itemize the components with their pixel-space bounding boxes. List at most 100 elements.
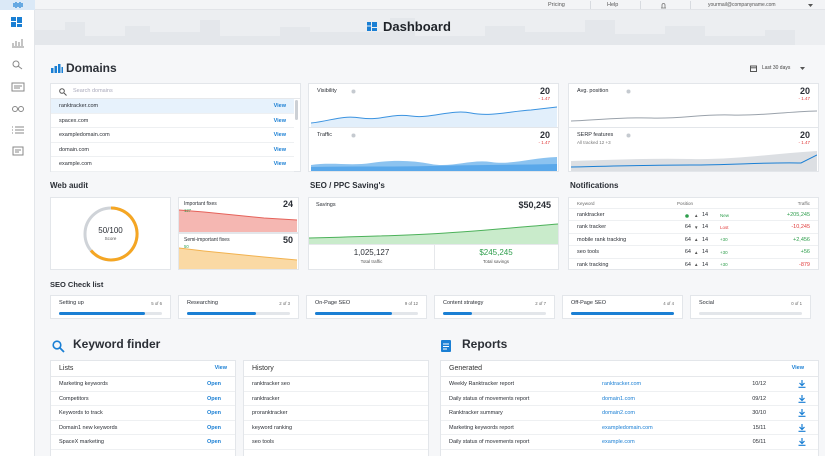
domain-name[interactable]: ranktracker.com (59, 103, 99, 109)
reports-icon (441, 340, 451, 352)
nav-icon[interactable] (11, 82, 25, 92)
report-domain[interactable]: domain2.com (602, 410, 636, 416)
checklist-progress: 0 of 1 (791, 301, 802, 306)
progress-track (187, 312, 290, 315)
notification-row: seo tools 64 ▲ 14 +30 +56 (569, 245, 818, 257)
position-status: +30 (720, 237, 728, 243)
view-link[interactable]: View (791, 365, 804, 371)
skyline (35, 18, 795, 45)
position-status: +30 (720, 262, 728, 268)
history-row: proranktracker (244, 406, 428, 421)
nav-icon[interactable] (11, 103, 25, 113)
period-select[interactable]: Last 30 days (762, 65, 791, 71)
checklist-card[interactable]: Social 0 of 1 (690, 295, 811, 319)
nav-icon[interactable] (11, 60, 25, 70)
history-item[interactable]: seo tools (252, 439, 275, 445)
open-link[interactable]: Open (206, 410, 221, 416)
nav-icon[interactable] (11, 125, 25, 135)
report-domain[interactable]: ranktracker.com (602, 381, 642, 387)
download-icon[interactable] (798, 394, 806, 403)
topbar-email[interactable]: yourmail@companyname.com (708, 2, 776, 8)
view-link[interactable]: View (273, 146, 286, 153)
checklist-name: Content strategy (443, 300, 484, 306)
domain-name[interactable]: domain.com (59, 146, 89, 153)
report-row: Daily status of movements report domain1.… (441, 392, 818, 406)
report-date: 05/11 (752, 439, 766, 445)
list-name[interactable]: Competitors (59, 395, 89, 402)
trend-arrow: ▲ (694, 237, 699, 243)
report-date: 30/10 (752, 410, 766, 416)
position-status: +30 (720, 249, 728, 255)
open-link[interactable]: Open (206, 381, 221, 387)
list-name[interactable]: SpaceX marketing (59, 439, 104, 445)
fixes-value: 50 (282, 235, 293, 245)
report-name: Daily status of movements report (449, 395, 530, 402)
download-icon[interactable] (798, 380, 806, 388)
metric-change: - 1.47 (538, 140, 550, 145)
keyword: seo tools (577, 249, 600, 256)
view-link[interactable]: View (273, 117, 286, 124)
checklist-name: Setting up (59, 300, 84, 306)
metric-value: 20 (539, 86, 550, 96)
score-gauge (83, 206, 139, 262)
current-position: 14 (702, 249, 709, 256)
download-icon[interactable] (798, 438, 806, 446)
report-domain[interactable]: exampledomain.com (602, 424, 653, 431)
topbar-link[interactable]: Pricing (548, 2, 565, 8)
divider (309, 244, 558, 245)
history-item[interactable]: proranktracker (252, 410, 288, 416)
history-item[interactable]: ranktracker (252, 395, 280, 402)
section-title: Reports (462, 337, 508, 351)
history-item[interactable]: keyword ranking (252, 424, 293, 431)
metric-card: Avg. position 20- 1.47 (568, 83, 819, 128)
checklist-card[interactable]: Off-Page SEO 4 of 4 (562, 295, 683, 319)
search-icon (59, 88, 67, 96)
checklist-card[interactable]: On-Page SEO 9 of 12 (306, 295, 427, 319)
scrollbar (295, 100, 298, 120)
position-status: New (720, 212, 730, 218)
total-savings: $245,245 (479, 248, 513, 257)
sparkline (571, 151, 817, 171)
progress-track (315, 312, 418, 315)
report-domain[interactable]: example.com (602, 439, 635, 445)
column-header: Traffic (797, 201, 810, 206)
total-traffic-label: Total traffic (360, 259, 383, 264)
domain-name[interactable]: exampledomain.com (59, 132, 110, 138)
topbar-link[interactable]: Help (607, 2, 619, 8)
checklist-card[interactable]: Setting up 5 of 6 (50, 295, 171, 319)
trend-arrow: ▲ (694, 262, 699, 268)
nav-dashboard[interactable] (11, 17, 23, 27)
list-name[interactable]: Domain1 new keywords (59, 424, 118, 431)
checklist-card[interactable]: Researching 2 of 3 (178, 295, 299, 319)
search-input[interactable]: Search domains (73, 88, 113, 94)
domain-row: exampledomain.com View (51, 128, 294, 143)
domain-name[interactable]: spacex.com (59, 117, 89, 124)
progress-track (699, 312, 802, 315)
savings-label: Savings (316, 202, 336, 208)
checklist-name: Researching (187, 300, 218, 306)
download-icon[interactable] (798, 409, 806, 417)
list-name[interactable]: Keywords to track (59, 410, 103, 416)
history-item[interactable]: ranktracker seo (252, 381, 290, 387)
calendar-icon (750, 65, 757, 72)
open-link[interactable]: Open (206, 395, 221, 402)
view-link[interactable]: View (273, 161, 286, 167)
fixes-value: 24 (282, 199, 293, 209)
view-link[interactable]: View (214, 365, 227, 371)
checklist-card[interactable]: Content strategy 2 of 7 (434, 295, 555, 319)
open-link[interactable]: Open (206, 424, 221, 431)
notification-row: mobile rank tracking 64 ▲ 14 +30 +2,456 (569, 232, 818, 245)
nav-icon[interactable] (11, 38, 25, 48)
report-domain[interactable]: domain1.com (602, 395, 636, 402)
metric-name: Visibility (317, 88, 337, 94)
open-link[interactable]: Open (206, 439, 221, 445)
divider (590, 1, 591, 9)
view-link[interactable]: View (273, 132, 286, 138)
view-link[interactable]: View (273, 103, 286, 109)
list-name[interactable]: Marketing keywords (59, 381, 108, 387)
fixes-sub: 50 (184, 244, 189, 249)
download-icon[interactable] (798, 423, 806, 432)
domain-name[interactable]: example.com (59, 161, 92, 167)
nav-icon[interactable] (11, 146, 25, 156)
keyword: rank tracker (577, 224, 607, 231)
